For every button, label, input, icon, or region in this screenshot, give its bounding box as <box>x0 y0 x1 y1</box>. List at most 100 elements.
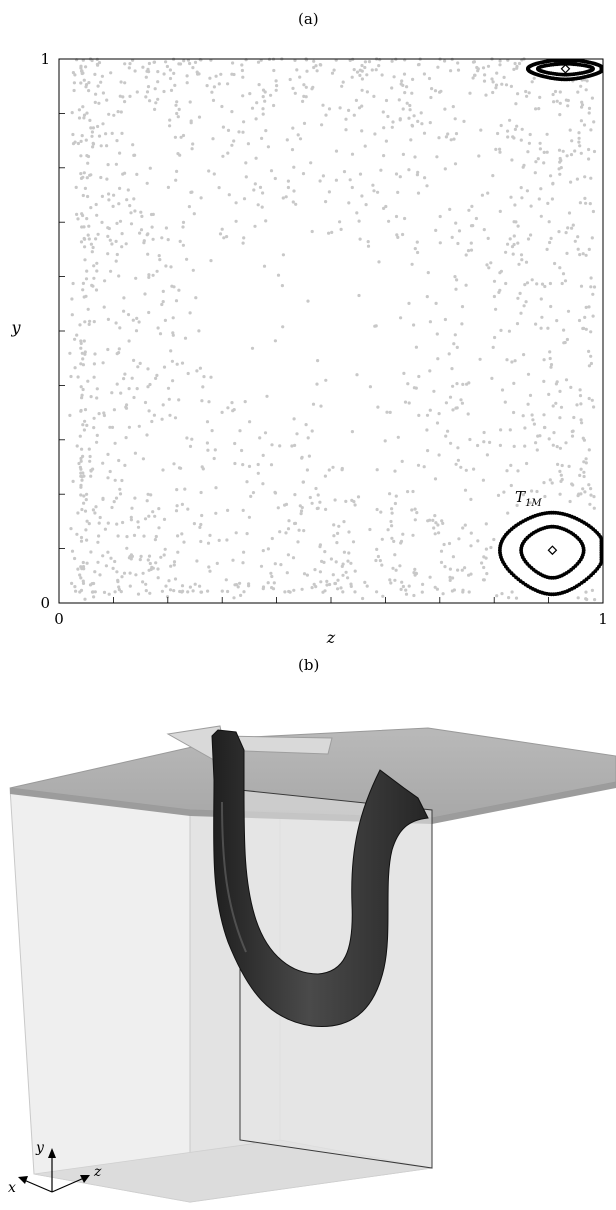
scatter-point <box>205 441 209 445</box>
scatter-point <box>578 253 582 257</box>
scatter-point <box>135 172 139 176</box>
scatter-point <box>515 124 519 128</box>
scatter-point <box>122 571 127 575</box>
scatter-point <box>226 82 230 86</box>
scatter-point <box>166 386 171 390</box>
scatter-point <box>199 522 203 527</box>
scatter-point <box>295 68 299 72</box>
scatter-point <box>396 235 400 239</box>
scatter-point <box>132 533 137 538</box>
scatter-point <box>226 128 231 132</box>
axis-x-arrowhead <box>18 1176 28 1184</box>
scatter-point <box>89 550 93 554</box>
scatter-point <box>532 76 536 80</box>
scatter-point <box>534 107 538 111</box>
scatter-point <box>413 573 417 577</box>
scatter-point <box>422 131 427 135</box>
scatter-point <box>174 178 178 182</box>
scatter-point <box>428 320 432 324</box>
scatter-point <box>401 152 405 156</box>
scatter-point <box>384 139 388 143</box>
scatter-point <box>113 559 117 564</box>
scatter-point <box>123 100 127 104</box>
scatter-point <box>154 534 158 539</box>
scatter-point <box>84 65 88 69</box>
scatter-point <box>111 566 115 571</box>
scatter-point <box>126 188 130 192</box>
scatter-point <box>325 579 329 584</box>
scatter-point <box>443 565 447 569</box>
scatter-point <box>105 98 109 102</box>
scatter-point <box>520 127 524 131</box>
scatter-point <box>172 563 176 567</box>
scatter-point <box>318 63 322 67</box>
scatter-point <box>584 305 588 309</box>
scatter-point <box>567 464 571 468</box>
scatter-point <box>577 140 581 144</box>
scatter-point <box>550 197 555 201</box>
scatter-point <box>559 405 564 409</box>
scatter-point <box>578 144 582 148</box>
scatter-point <box>239 593 243 598</box>
scatter-point <box>174 103 178 107</box>
scatter-point <box>115 252 119 257</box>
scatter-point <box>188 61 192 66</box>
scatter-point <box>89 395 93 399</box>
scatter-point <box>460 305 465 309</box>
scatter-point <box>334 149 339 153</box>
torus-annotation: T1M <box>515 488 542 509</box>
scatter-point <box>526 372 531 376</box>
scatter-point <box>409 138 413 142</box>
scatter-point <box>543 284 547 289</box>
scatter-point <box>579 119 584 123</box>
scatter-point <box>158 332 163 336</box>
scatter-point <box>312 65 316 70</box>
scatter-point <box>167 579 171 583</box>
scatter-point <box>73 337 77 341</box>
scatter-point <box>390 125 394 129</box>
scatter-point <box>327 190 331 194</box>
scatter-point <box>389 519 393 524</box>
scatter-point <box>172 462 176 466</box>
scatter-point <box>108 425 112 429</box>
scatter-point <box>357 106 362 110</box>
scatter-point <box>188 100 192 104</box>
scatter-point <box>185 257 189 261</box>
scatter-point <box>138 231 142 235</box>
scatter-point <box>81 471 85 475</box>
scatter-point <box>117 202 121 206</box>
scatter-point <box>519 138 523 142</box>
scatter-point <box>551 443 555 447</box>
scatter-point <box>142 241 146 245</box>
scatter-point <box>380 537 384 541</box>
scatter-point <box>276 506 280 510</box>
scatter-point <box>315 382 319 386</box>
scatter-point <box>306 299 310 303</box>
scatter-point <box>499 269 503 273</box>
scatter-point <box>286 553 290 557</box>
scatter-point <box>388 578 392 582</box>
scatter-point <box>230 401 234 405</box>
scatter-point <box>507 329 511 333</box>
scatter-point <box>538 95 542 99</box>
scatter-point <box>153 87 157 91</box>
scatter-point <box>183 336 188 340</box>
scatter-point <box>128 62 132 66</box>
scatter-point <box>512 381 516 385</box>
scatter-point <box>104 564 108 568</box>
axis-triad: y x z <box>8 1140 102 1196</box>
scatter-point <box>102 413 106 418</box>
scatter-point <box>302 83 306 87</box>
scatter-point <box>85 154 89 158</box>
scatter-point <box>92 595 96 599</box>
scatter-point <box>500 388 505 392</box>
scatter-point <box>502 490 506 494</box>
scatter-point <box>437 531 441 535</box>
scatter-point <box>351 540 356 544</box>
scatter-point <box>94 237 98 241</box>
scatter-point <box>428 575 432 579</box>
scatter-point <box>214 511 218 515</box>
scatter-point <box>296 540 300 544</box>
scatter-point <box>454 221 458 225</box>
scatter-point <box>551 181 555 185</box>
